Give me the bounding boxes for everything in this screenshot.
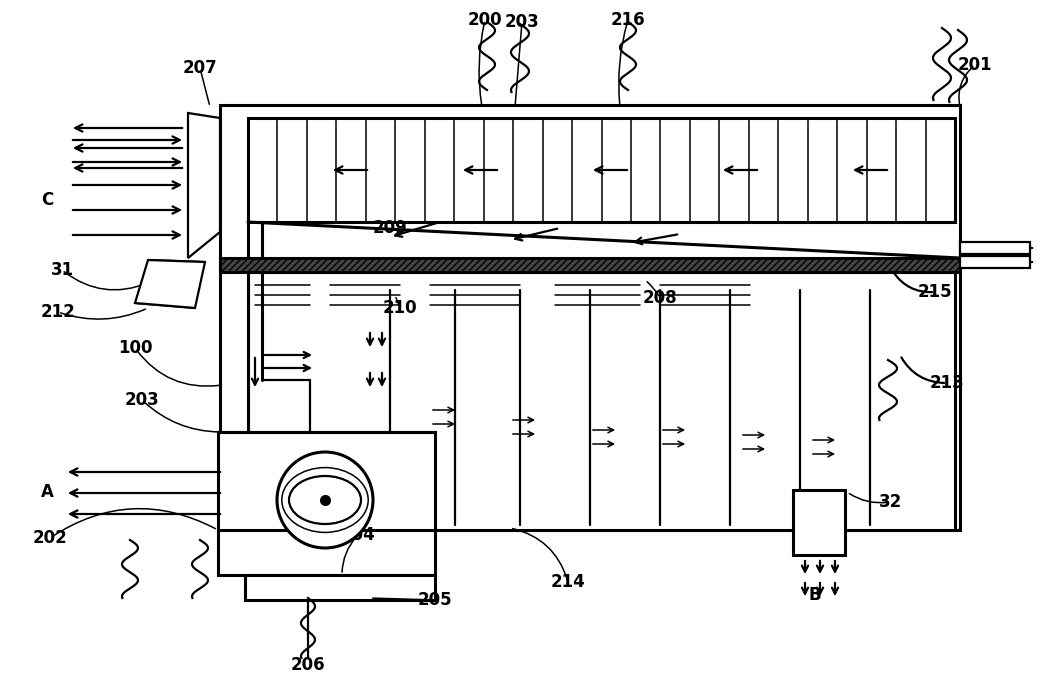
Text: C: C xyxy=(41,191,54,209)
Text: 213: 213 xyxy=(929,374,964,392)
Bar xyxy=(960,256,1030,268)
Text: 208: 208 xyxy=(643,289,677,307)
Text: 203: 203 xyxy=(125,391,160,409)
Text: 32: 32 xyxy=(879,493,902,511)
Text: 216: 216 xyxy=(611,11,646,29)
Text: 206: 206 xyxy=(291,656,326,674)
Text: 209: 209 xyxy=(373,219,407,237)
Bar xyxy=(245,575,435,600)
Bar xyxy=(960,242,1030,254)
Polygon shape xyxy=(135,260,205,308)
Text: A: A xyxy=(1015,244,1028,262)
Text: B: B xyxy=(808,586,821,604)
Text: 201: 201 xyxy=(958,56,992,74)
Text: 200: 200 xyxy=(467,11,502,29)
Text: 204: 204 xyxy=(340,526,376,544)
Text: 203: 203 xyxy=(505,13,540,31)
Bar xyxy=(218,432,435,575)
Text: 207: 207 xyxy=(183,59,217,77)
Text: 202: 202 xyxy=(33,529,67,547)
Bar xyxy=(793,490,845,555)
Bar xyxy=(220,258,960,272)
Text: A: A xyxy=(41,483,54,501)
Bar xyxy=(220,105,960,530)
Bar xyxy=(248,272,956,530)
Text: 31: 31 xyxy=(50,261,74,279)
Text: 205: 205 xyxy=(418,591,453,609)
Text: 100: 100 xyxy=(118,339,152,357)
Text: 212: 212 xyxy=(41,303,76,321)
Bar xyxy=(248,118,956,222)
Text: 210: 210 xyxy=(382,299,417,317)
Text: 215: 215 xyxy=(918,283,952,301)
Polygon shape xyxy=(188,113,220,258)
Circle shape xyxy=(277,452,373,548)
Text: 214: 214 xyxy=(550,573,586,591)
